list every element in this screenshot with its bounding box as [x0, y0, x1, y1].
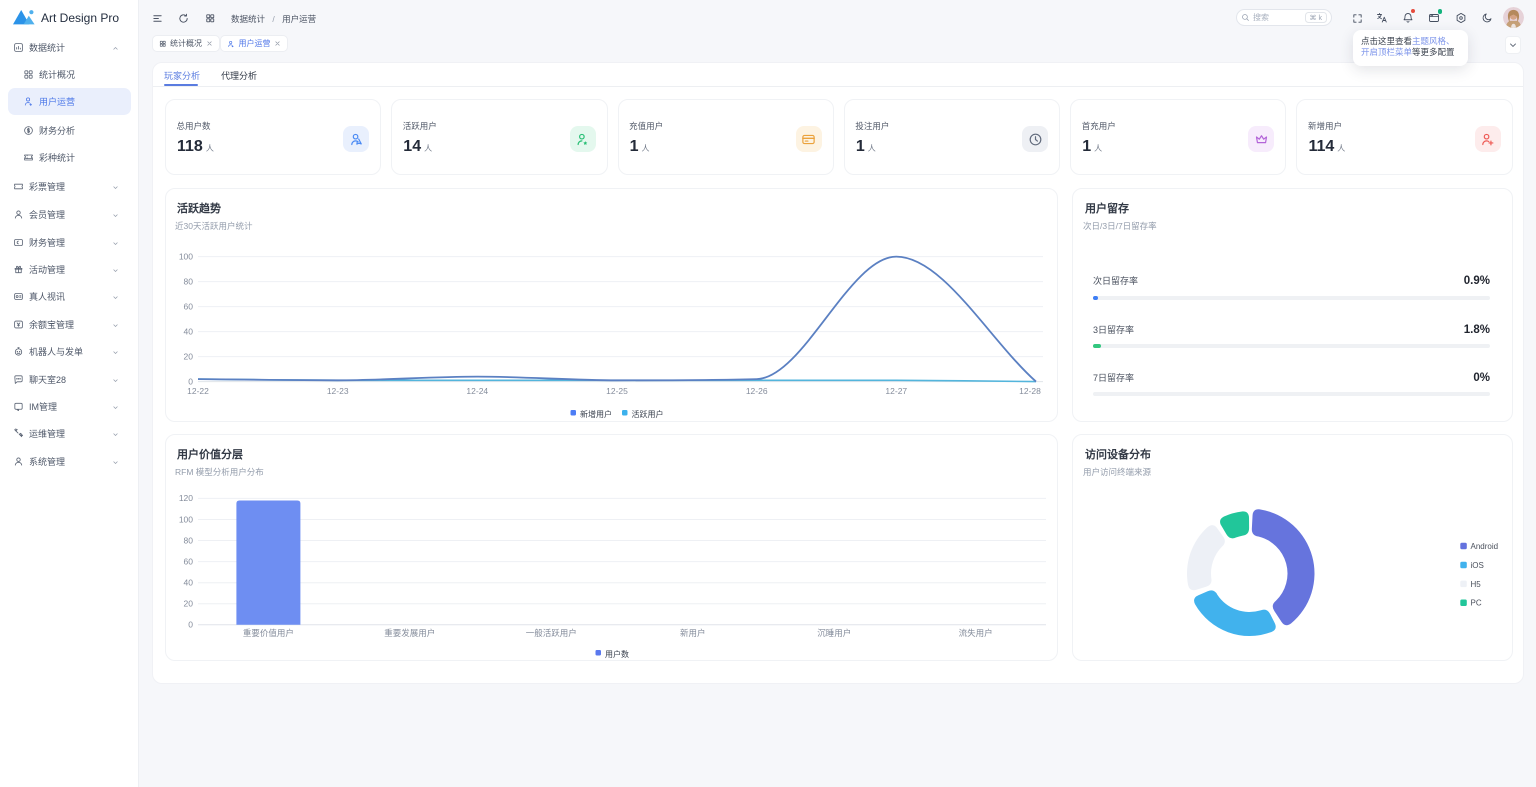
svg-text:80: 80 [184, 276, 194, 286]
svg-text:80: 80 [184, 535, 194, 545]
svg-text:0: 0 [188, 376, 193, 386]
svg-text:新增用户: 新增用户 [580, 409, 612, 419]
svg-text:iOS: iOS [1471, 561, 1484, 570]
svg-text:12-23: 12-23 [327, 386, 349, 396]
svg-text:用户数: 用户数 [605, 649, 629, 659]
svg-text:活跃用户: 活跃用户 [632, 409, 664, 419]
svg-text:PC: PC [1471, 599, 1482, 608]
svg-text:Android: Android [1471, 542, 1499, 551]
svg-text:100: 100 [179, 251, 193, 261]
svg-text:0: 0 [188, 620, 193, 630]
svg-text:重要发展用户: 重要发展用户 [384, 628, 435, 638]
svg-text:12-22: 12-22 [187, 386, 209, 396]
svg-text:60: 60 [184, 301, 194, 311]
svg-text:100: 100 [179, 514, 193, 524]
svg-text:重要价值用户: 重要价值用户 [243, 628, 294, 638]
svg-text:40: 40 [184, 326, 194, 336]
svg-text:12-28: 12-28 [1019, 386, 1041, 396]
svg-text:沉睡用户: 沉睡用户 [817, 628, 851, 638]
svg-text:流失用户: 流失用户 [959, 628, 993, 638]
svg-text:一般活跃用户: 一般活跃用户 [526, 628, 577, 638]
svg-text:12-26: 12-26 [746, 386, 768, 396]
svg-text:120: 120 [179, 493, 193, 503]
svg-text:40: 40 [184, 578, 194, 588]
svg-text:新用户: 新用户 [680, 628, 706, 638]
svg-text:12-25: 12-25 [606, 386, 628, 396]
svg-text:60: 60 [184, 556, 194, 566]
svg-text:H5: H5 [1471, 580, 1482, 589]
svg-text:12-24: 12-24 [466, 386, 488, 396]
svg-text:20: 20 [184, 351, 194, 361]
svg-text:12-27: 12-27 [885, 386, 907, 396]
svg-text:20: 20 [184, 599, 194, 609]
